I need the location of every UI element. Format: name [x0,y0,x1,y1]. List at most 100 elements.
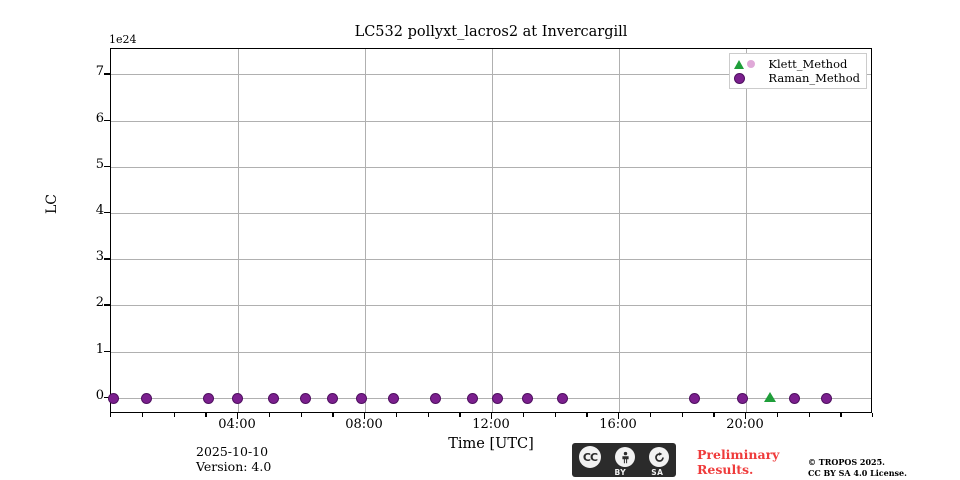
data-point-raman [141,393,153,405]
chart-title: LC532 pollyxt_lacros2 at Invercargill [354,24,628,40]
x-tick-mark-minor [205,413,207,417]
creative-commons-badge: CC BY SA [572,443,676,477]
gridline-horizontal [111,351,871,353]
y-tick-mark [104,258,110,260]
gridline-vertical [365,49,366,412]
gridline-horizontal [111,259,871,261]
plot-area: Klett_Method Raman_Method [108,48,872,413]
x-axis-label: Time [UTC] [448,436,534,452]
cc-by-label: BY [614,467,627,477]
y-tick-mark [104,350,110,352]
y-tick-label: 7 [95,64,104,80]
y-tick-label: 3 [95,249,104,265]
x-tick-mark-minor [395,413,398,417]
x-tick-mark-minor [872,413,874,417]
x-tick-mark-minor [332,413,334,417]
y-tick-mark [104,119,110,121]
x-tick-label: 04:00 [218,417,256,432]
y-axis-label: LC [44,194,60,215]
data-point-raman [820,393,832,405]
copyright-line-2: CC BY SA 4.0 License. [808,468,907,478]
cc-text-labels: BY SA [602,467,676,477]
y-axis-exponent-label: 1e24 [109,33,137,46]
y-tick-mark [104,304,110,306]
x-tick-mark-minor [586,413,588,417]
y-tick-label: 2 [95,295,104,311]
x-tick-mark-major [618,413,620,419]
y-tick-label: 4 [95,203,104,219]
y-tick-label: 0 [95,387,104,403]
data-point-raman [300,393,312,405]
x-tick-mark-minor [776,413,779,417]
legend-item-klett[interactable]: Klett_Method [734,57,860,71]
triangle-green-icon [734,59,745,69]
x-tick-mark-minor [427,413,429,417]
gridline-horizontal [111,120,871,122]
data-point-raman [736,393,748,405]
gridline-horizontal [111,397,871,399]
gridline-horizontal [111,213,871,214]
data-point-raman [789,393,801,405]
x-tick-label: 16:00 [599,417,637,432]
x-tick-label: 08:00 [345,417,383,432]
x-tick-mark-major [745,413,747,419]
x-tick-mark-minor [522,413,525,417]
data-point-raman [689,393,701,405]
x-tick-mark-minor [459,413,461,417]
gridline-horizontal [111,305,871,307]
data-point-raman [522,393,534,405]
date-text: 2025-10-10 [196,444,269,459]
y-tick-label: 5 [95,156,104,172]
x-tick-mark-minor [141,413,144,417]
cc-glyph-row: CC [572,445,676,469]
cc-sa-share-alike-icon [649,447,669,467]
cc-by-person-icon [615,447,635,467]
x-tick-label: 20:00 [726,417,764,432]
copyright-notice: © TROPOS 2025. CC BY SA 4.0 License. [808,457,907,479]
timestamp-block: 2025-10-10 Version: 4.0 [196,444,271,474]
data-point-raman [492,393,504,405]
x-tick-mark-major [364,413,366,419]
data-point-raman [430,393,442,405]
data-point-raman [327,393,339,405]
x-tick-mark-minor [300,413,302,417]
x-tick-mark-major [237,413,239,419]
data-point-raman [355,393,367,405]
x-tick-mark-minor [554,413,556,417]
y-tick-mark [104,73,110,75]
x-tick-mark-minor [268,413,271,417]
legend-label-klett: Klett_Method [768,57,848,71]
legend-label-raman: Raman_Method [768,71,860,85]
data-point-raman [387,393,399,405]
gridline-horizontal [111,166,871,168]
preliminary-line-1: Preliminary [697,447,780,462]
x-tick-mark-minor [681,413,683,417]
gridline-vertical [492,49,493,412]
legend-item-raman[interactable]: Raman_Method [734,71,860,85]
x-tick-mark-major [491,413,493,419]
preliminary-results-notice: Preliminary Results. [697,447,779,477]
x-tick-mark-minor [713,413,715,417]
data-point-klett [763,391,776,402]
copyright-line-1: © TROPOS 2025. [808,457,885,467]
y-tick-mark [104,212,110,214]
data-point-raman [203,393,215,405]
y-tick-mark [104,165,110,168]
y-tick-label: 1 [95,341,104,357]
circle-pink-icon [747,60,756,68]
legend-marker-raman [734,72,768,84]
legend[interactable]: Klett_Method Raman_Method [729,53,867,89]
circle-purple-icon [734,72,746,84]
data-point-raman [268,393,280,405]
x-tick-mark-minor [808,413,810,417]
gridline-vertical [619,49,620,412]
data-point-raman [231,393,243,405]
legend-marker-klett [734,59,768,69]
data-point-raman [557,393,569,405]
version-text: Version: 4.0 [196,459,272,474]
gridline-horizontal [111,74,871,76]
data-point-raman [108,393,120,405]
preliminary-line-2: Results. [697,462,754,477]
data-point-raman [466,393,478,405]
